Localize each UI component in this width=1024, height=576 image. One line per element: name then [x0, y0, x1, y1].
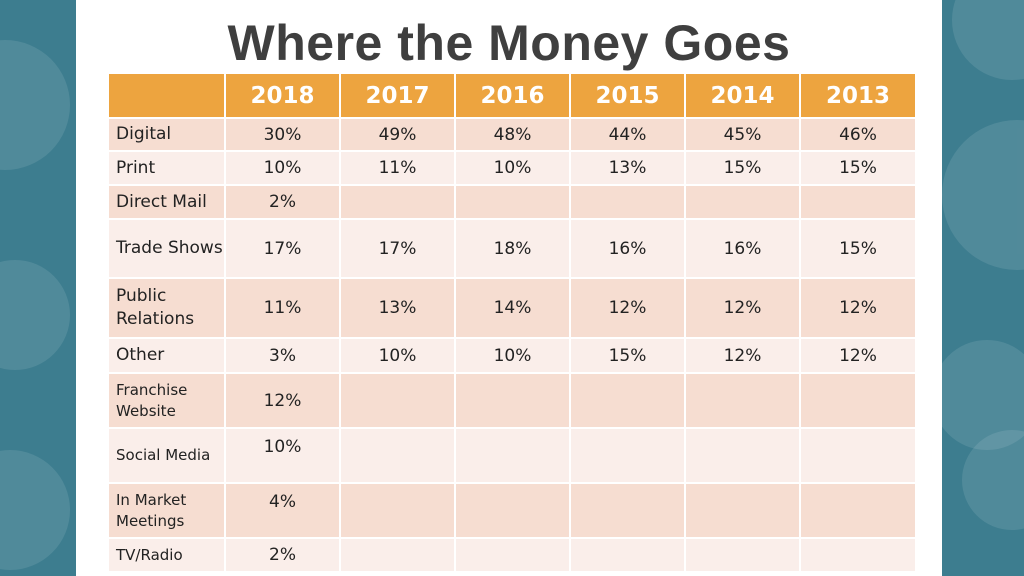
table-cell — [454, 482, 570, 538]
row-label: Digital — [109, 117, 225, 151]
table-cell: 17% — [339, 218, 455, 278]
table-cell — [339, 537, 455, 571]
table-cell — [569, 184, 685, 219]
header-cell-year: 2017 — [339, 74, 455, 118]
table-cell — [339, 482, 455, 538]
table-cell — [684, 482, 800, 538]
table-cell: 48% — [454, 117, 570, 151]
header-cell-year: 2014 — [684, 74, 800, 118]
table-row: Digital 30% 49% 48% 44% 45% 46% — [109, 117, 915, 151]
table-row: Direct Mail 2% — [109, 184, 915, 219]
decor-circle — [942, 120, 1024, 270]
row-label: TV/Radio — [109, 537, 225, 571]
row-label: Other — [109, 337, 225, 373]
table-row: TV/Radio 2% — [109, 537, 915, 571]
table-cell: 16% — [684, 218, 800, 278]
table-cell: 12% — [799, 337, 915, 373]
table-cell — [339, 372, 455, 428]
table-cell: 30% — [224, 117, 340, 151]
header-cell-year: 2015 — [569, 74, 685, 118]
table-cell — [454, 537, 570, 571]
table-cell: 44% — [569, 117, 685, 151]
table-cell — [339, 427, 455, 483]
row-label: Print — [109, 150, 225, 185]
table-row: Other 3% 10% 10% 15% 12% 12% — [109, 337, 915, 373]
table-cell — [684, 427, 800, 483]
table-row: In Market Meetings 4% — [109, 482, 915, 538]
table-cell — [339, 184, 455, 219]
slide-title: Where the Money Goes — [227, 15, 791, 71]
table-row: Trade Shows 17% 17% 18% 16% 16% 15% — [109, 218, 915, 278]
table-cell: 49% — [339, 117, 455, 151]
header-cell-empty — [109, 74, 225, 118]
table-cell: 10% — [224, 427, 340, 483]
table-cell: 10% — [454, 337, 570, 373]
decor-circle — [952, 0, 1024, 80]
row-label: Trade Shows — [109, 218, 225, 278]
table-cell: 12% — [684, 337, 800, 373]
table-row: Print 10% 11% 10% 13% 15% 15% — [109, 150, 915, 185]
table-cell: 2% — [224, 537, 340, 571]
table-cell: 15% — [799, 218, 915, 278]
table-cell: 12% — [224, 372, 340, 428]
table-cell: 13% — [339, 277, 455, 338]
table-cell: 16% — [569, 218, 685, 278]
table-cell: 2% — [224, 184, 340, 219]
table-cell — [684, 372, 800, 428]
table-cell — [569, 537, 685, 571]
header-cell-year: 2018 — [224, 74, 340, 118]
table-cell — [454, 427, 570, 483]
row-label: In Market Meetings — [109, 482, 225, 538]
table-cell — [799, 184, 915, 219]
row-label: Public Relations — [109, 277, 225, 338]
table-cell: 17% — [224, 218, 340, 278]
table-cell: 13% — [569, 150, 685, 185]
row-label: Franchise Website — [109, 372, 225, 428]
table-row: Public Relations 11% 13% 14% 12% 12% 12% — [109, 277, 915, 338]
row-label: Direct Mail — [109, 184, 225, 219]
table-cell — [569, 427, 685, 483]
table-cell: 46% — [799, 117, 915, 151]
table-cell — [684, 537, 800, 571]
table-cell — [454, 184, 570, 219]
table-cell: 12% — [684, 277, 800, 338]
header-row: 2018 2017 2016 2015 2014 2013 — [109, 74, 915, 118]
table-cell: 4% — [224, 482, 340, 538]
table-cell: 3% — [224, 337, 340, 373]
table-cell — [569, 482, 685, 538]
decor-circle — [0, 450, 70, 570]
table-cell — [569, 372, 685, 428]
table-cell: 15% — [569, 337, 685, 373]
table-cell: 15% — [799, 150, 915, 185]
decor-circle — [0, 40, 70, 170]
table-cell: 18% — [454, 218, 570, 278]
table-cell — [799, 427, 915, 483]
table-cell: 11% — [224, 277, 340, 338]
row-label: Social Media — [109, 427, 225, 483]
table-cell: 10% — [454, 150, 570, 185]
table-cell: 10% — [339, 337, 455, 373]
decor-circle — [942, 340, 1024, 450]
table-cell: 12% — [569, 277, 685, 338]
table-cell: 12% — [799, 277, 915, 338]
table-cell: 14% — [454, 277, 570, 338]
left-decor-panel — [0, 0, 76, 576]
table-cell — [454, 372, 570, 428]
right-decor-panel — [942, 0, 1024, 576]
table-cell: 45% — [684, 117, 800, 151]
decor-circle — [0, 260, 70, 370]
table-row: Social Media 10% — [109, 427, 915, 483]
table-cell — [684, 184, 800, 219]
table-cell — [799, 482, 915, 538]
spending-table: 2018 2017 2016 2015 2014 2013 Digital 30… — [109, 74, 915, 571]
header-cell-year: 2016 — [454, 74, 570, 118]
header-cell-year: 2013 — [799, 74, 915, 118]
table-cell — [799, 372, 915, 428]
table-cell: 15% — [684, 150, 800, 185]
table-cell: 11% — [339, 150, 455, 185]
table-row: Franchise Website 12% — [109, 372, 915, 428]
table-cell — [799, 537, 915, 571]
table-cell: 10% — [224, 150, 340, 185]
